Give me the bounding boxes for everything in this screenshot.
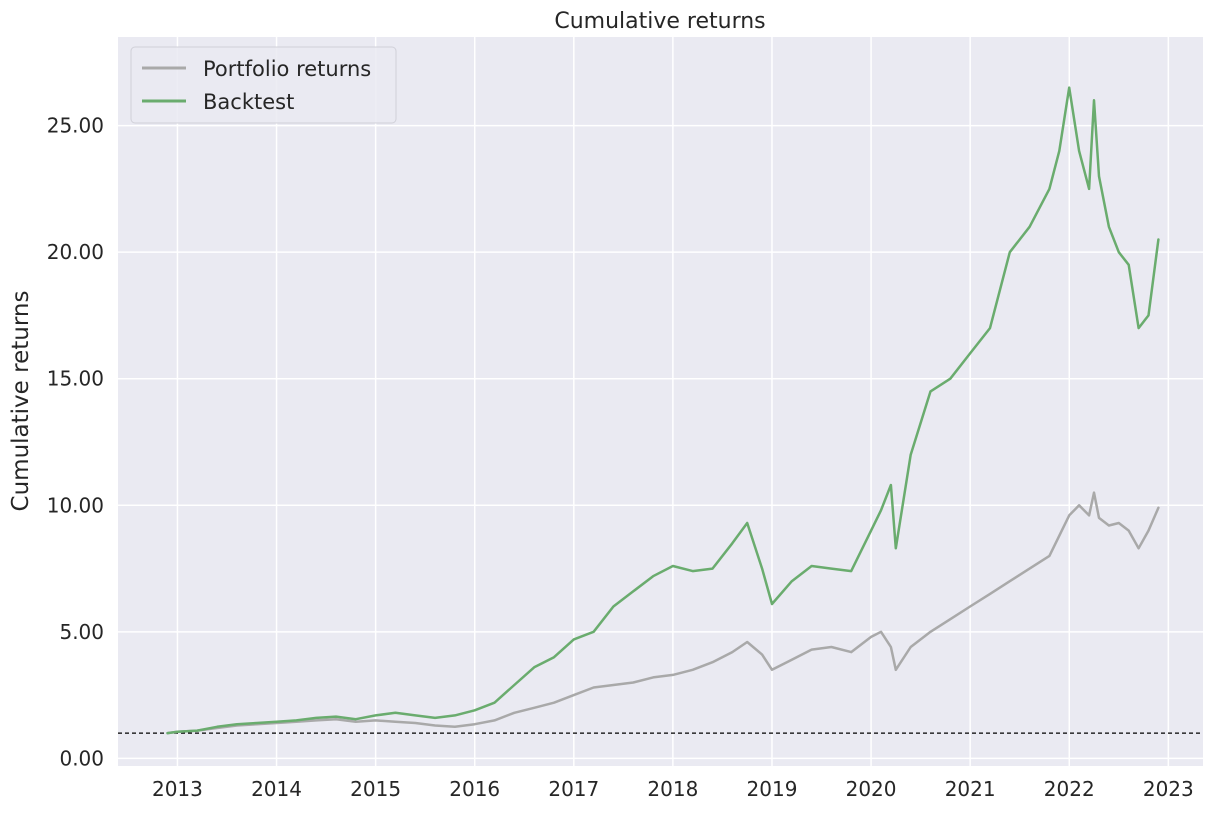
x-tick-label: 2017	[548, 777, 599, 801]
y-tick-label: 20.00	[47, 240, 104, 264]
legend-label-backtest: Backtest	[203, 90, 294, 114]
legend-box	[130, 46, 397, 124]
y-tick-label: 10.00	[47, 493, 104, 517]
legend-label-portfolio-returns: Portfolio returns	[203, 57, 371, 81]
x-tick-label: 2018	[647, 777, 698, 801]
x-tick-label: 2019	[747, 777, 798, 801]
x-tick-label: 2021	[945, 777, 996, 801]
series-line-portfolio-returns	[166, 491, 1160, 735]
grid-lines	[118, 37, 1203, 766]
y-tick-label: 15.00	[47, 367, 104, 391]
x-tick-label: 2016	[449, 777, 500, 801]
x-tick-label: 2020	[846, 777, 897, 801]
y-tick-label: 0.00	[59, 746, 104, 770]
y-tick-label: 5.00	[59, 620, 104, 644]
x-tick-label: 2022	[1044, 777, 1095, 801]
x-axis-ticks: 2013 2014 2015 2016 2017 2018 2019 2020 2021 2022…	[152, 777, 1194, 801]
x-tick-label: 2023	[1143, 777, 1194, 801]
series-layer	[166, 86, 1160, 735]
y-axis-ticks: 0.00 5.00 10.00 15.00 20.00 25.00	[47, 114, 104, 771]
x-tick-label: 2013	[152, 777, 203, 801]
x-tick-label: 2015	[350, 777, 401, 801]
y-tick-label: 25.00	[47, 114, 104, 138]
x-tick-label: 2014	[251, 777, 302, 801]
legend: Portfolio returns Backtest	[130, 46, 397, 124]
plot-area	[118, 37, 1203, 766]
y-axis-label: Cumulative returns	[8, 291, 34, 512]
series-line-backtest	[166, 86, 1160, 735]
chart-title: Cumulative returns	[554, 9, 765, 34]
